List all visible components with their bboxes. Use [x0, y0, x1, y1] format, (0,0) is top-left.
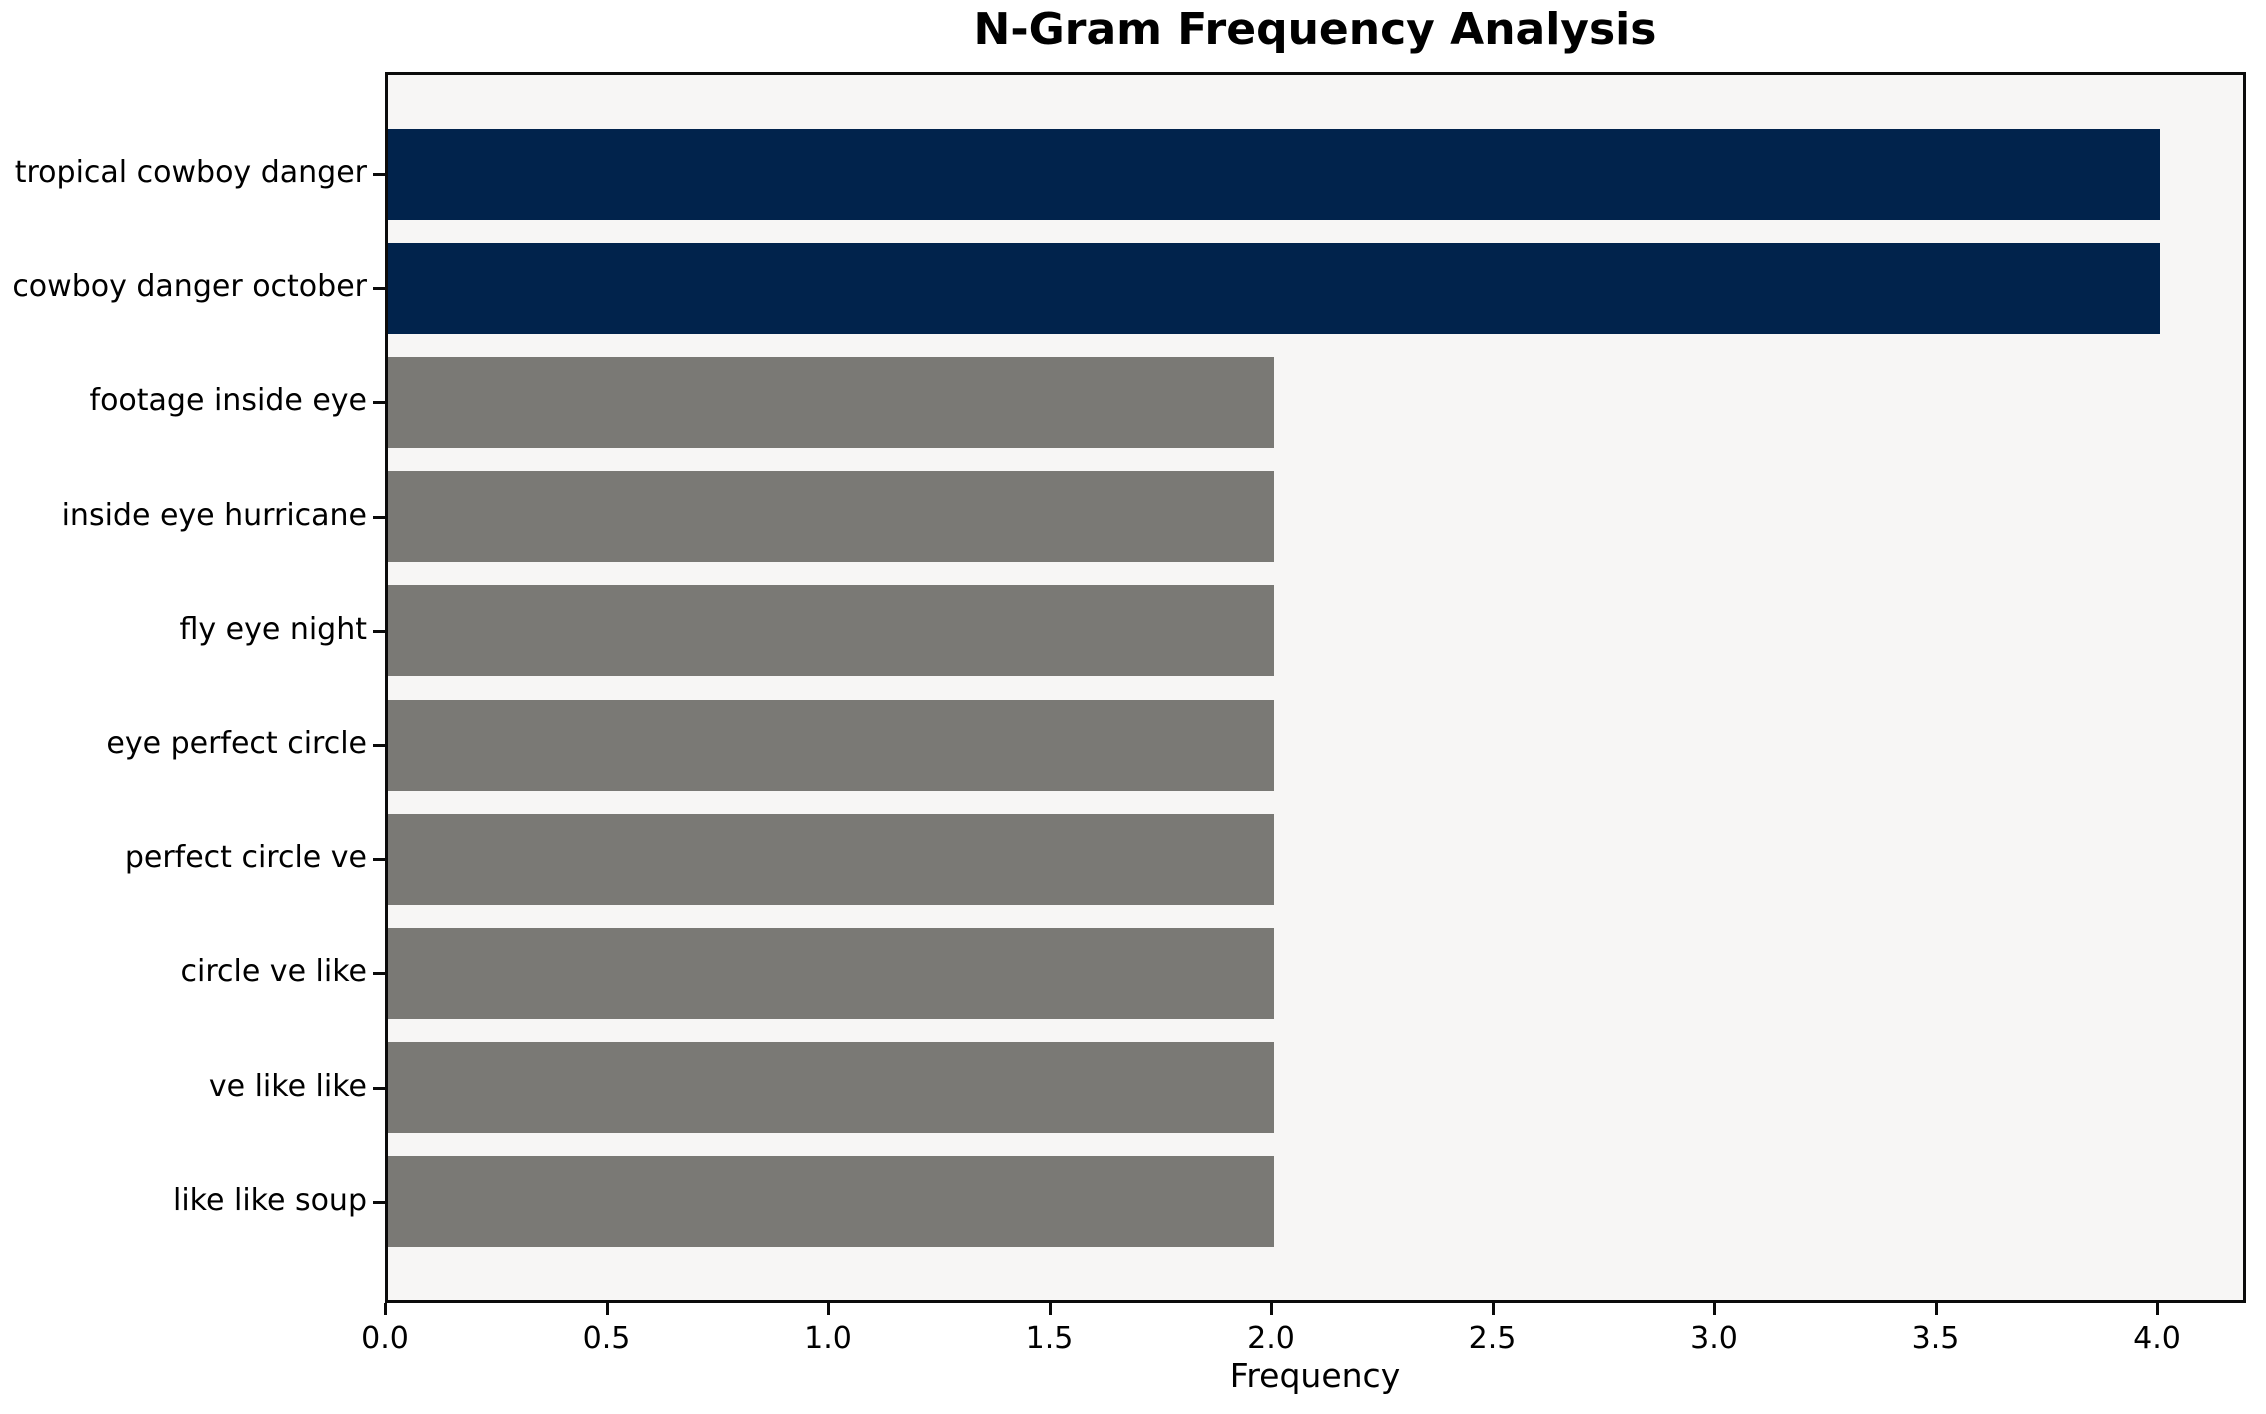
y-tick-label: tropical cowboy danger	[14, 155, 367, 190]
y-tick-label: perfect circle ve	[124, 840, 367, 876]
y-tick-mark	[373, 515, 385, 519]
y-tick-label: inside eye hurricane	[61, 497, 367, 533]
x-tick-label: 2.5	[1468, 1321, 1517, 1356]
x-tick-mark	[1491, 1303, 1495, 1315]
x-tick-mark	[827, 1303, 830, 1315]
bar	[388, 128, 2160, 220]
y-tick-mark	[373, 287, 385, 291]
y-tick-mark	[373, 173, 385, 176]
x-tick-mark	[384, 1303, 387, 1315]
bar	[388, 242, 2160, 334]
bar	[388, 585, 1274, 677]
y-tick-label: ve like like	[208, 1068, 367, 1104]
y-tick-label: fly eye night	[179, 611, 367, 647]
x-tick-label: 4.0	[2133, 1321, 2181, 1356]
y-tick-label: eye perfect circle	[106, 726, 367, 761]
y-tick-mark	[373, 744, 385, 747]
x-tick-label: 2.0	[1247, 1321, 1295, 1356]
y-tick-label: cowboy danger october	[12, 269, 367, 305]
x-tick-label: 3.0	[1690, 1321, 1738, 1356]
x-tick-label: 0.5	[582, 1321, 631, 1356]
x-tick-mark	[1048, 1303, 1052, 1315]
y-tick-label: circle ve like	[180, 954, 367, 990]
x-tick-label: 3.5	[1911, 1321, 1960, 1356]
y-tick-mark	[373, 1086, 385, 1090]
x-axis-label: Frequency	[1229, 1356, 1401, 1395]
y-tick-mark	[373, 858, 385, 862]
y-tick-label: like like soup	[173, 1182, 367, 1218]
y-tick-label: footage inside eye	[89, 383, 367, 419]
y-tick-mark	[373, 972, 385, 976]
y-tick-mark	[373, 401, 385, 405]
plot-area	[385, 72, 2246, 1303]
x-tick-label: 1.0	[804, 1321, 852, 1356]
bar	[388, 1042, 1274, 1134]
x-tick-mark	[605, 1303, 609, 1315]
x-tick-mark	[2156, 1303, 2159, 1315]
x-tick-label: 1.5	[1025, 1321, 1074, 1356]
bar	[388, 813, 1274, 905]
bar	[388, 1156, 1274, 1248]
bar	[388, 471, 1274, 563]
bar	[388, 699, 1274, 791]
bar	[388, 356, 1274, 448]
y-tick-mark	[373, 1200, 385, 1204]
x-tick-label: 0.0	[361, 1321, 409, 1356]
chart-title: N-Gram Frequency Analysis	[973, 4, 1657, 55]
x-tick-mark	[1934, 1303, 1938, 1315]
bar	[388, 927, 1274, 1019]
x-tick-mark	[1270, 1303, 1273, 1315]
y-tick-mark	[373, 629, 385, 633]
x-tick-mark	[1713, 1303, 1716, 1315]
